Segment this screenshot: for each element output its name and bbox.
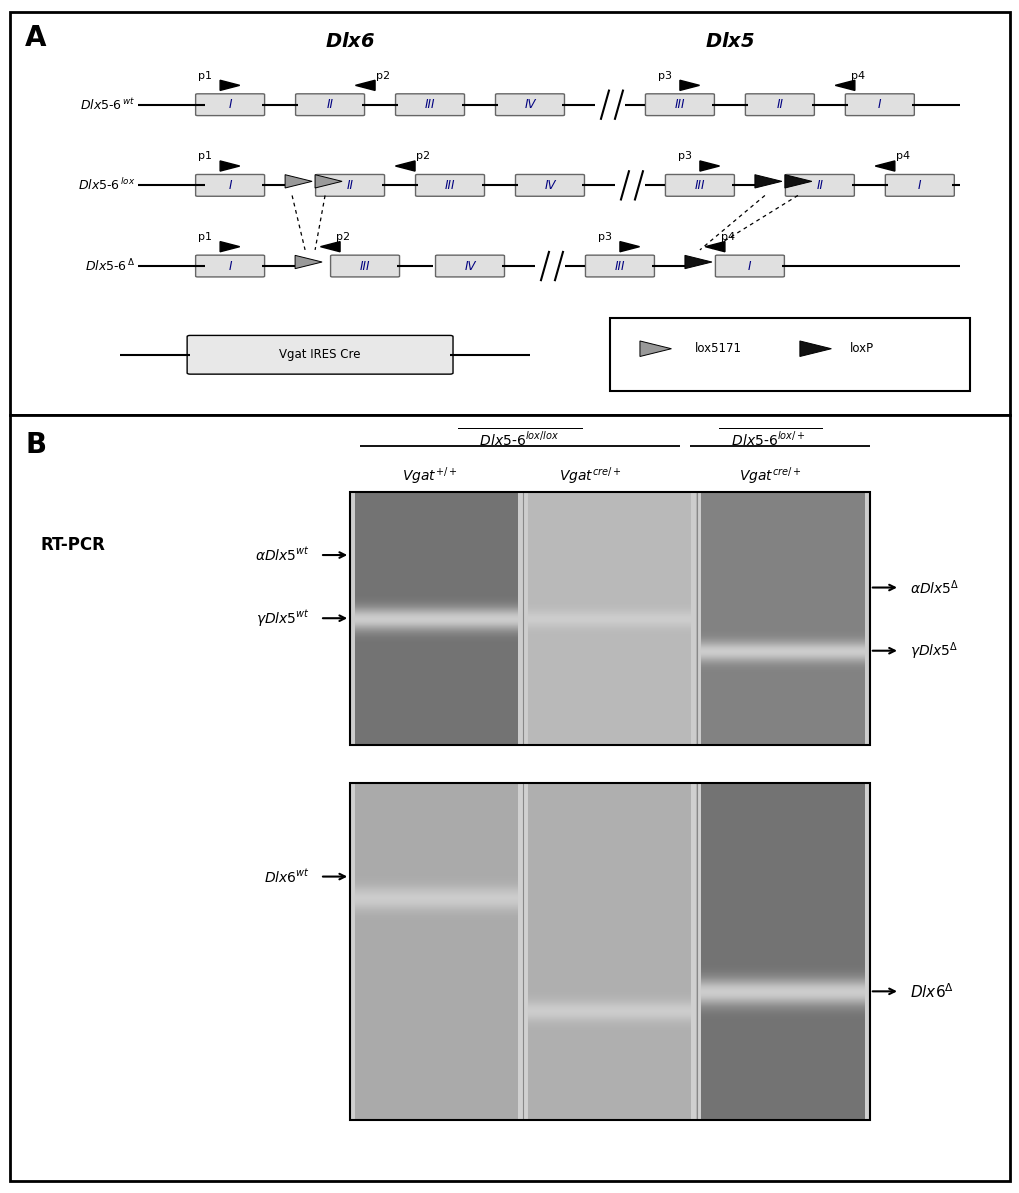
Text: Vgat IRES Cre: Vgat IRES Cre — [279, 348, 361, 361]
Polygon shape — [799, 341, 830, 357]
FancyBboxPatch shape — [664, 174, 734, 197]
Text: $\bfit{Dlx6}$: $\bfit{Dlx6}$ — [325, 32, 375, 51]
Text: I: I — [917, 179, 921, 192]
Text: $\gamma Dlx5^{\Delta}$: $\gamma Dlx5^{\Delta}$ — [909, 639, 958, 661]
FancyBboxPatch shape — [315, 174, 384, 197]
FancyBboxPatch shape — [435, 255, 504, 277]
Text: IV: IV — [524, 98, 535, 111]
Polygon shape — [685, 255, 711, 268]
Text: II: II — [815, 179, 822, 192]
FancyBboxPatch shape — [785, 174, 854, 197]
Text: p1: p1 — [198, 152, 212, 161]
Text: $\alpha Dlx5^{wt}$: $\alpha Dlx5^{wt}$ — [255, 546, 310, 564]
Text: II: II — [346, 179, 354, 192]
Text: I: I — [228, 179, 231, 192]
Text: p1: p1 — [198, 70, 212, 80]
Text: IV: IV — [544, 179, 555, 192]
FancyBboxPatch shape — [196, 94, 264, 116]
Text: p2: p2 — [335, 231, 350, 242]
Polygon shape — [220, 161, 239, 171]
FancyBboxPatch shape — [296, 94, 364, 116]
Text: RT-PCR: RT-PCR — [40, 537, 105, 555]
Text: p2: p2 — [376, 70, 389, 80]
FancyBboxPatch shape — [714, 255, 784, 277]
Text: III: III — [444, 179, 454, 192]
Text: p4: p4 — [720, 231, 735, 242]
FancyBboxPatch shape — [884, 174, 954, 197]
Text: I: I — [228, 260, 231, 272]
Polygon shape — [874, 161, 894, 171]
Text: $Vgat^{cre/+}$: $Vgat^{cre/+}$ — [738, 465, 801, 487]
FancyBboxPatch shape — [196, 174, 264, 197]
FancyBboxPatch shape — [415, 174, 484, 197]
Text: IV: IV — [464, 260, 475, 272]
Text: $Dlx6^{wt}$: $Dlx6^{wt}$ — [264, 867, 310, 885]
FancyBboxPatch shape — [585, 255, 654, 277]
Text: $Dlx6^{\Delta}$: $Dlx6^{\Delta}$ — [909, 982, 953, 1001]
Text: B: B — [25, 431, 46, 458]
Text: I: I — [228, 98, 231, 111]
Text: $Dlx5\text{-}6^{\,lox}$: $Dlx5\text{-}6^{\,lox}$ — [77, 178, 135, 193]
Bar — [350, 492, 869, 744]
Text: III: III — [694, 179, 704, 192]
Polygon shape — [704, 242, 725, 252]
Polygon shape — [220, 242, 239, 252]
FancyBboxPatch shape — [515, 174, 584, 197]
Text: III: III — [424, 98, 435, 111]
Polygon shape — [220, 80, 239, 91]
FancyBboxPatch shape — [196, 255, 264, 277]
Text: $\bfit{Dlx5}$: $\bfit{Dlx5}$ — [704, 32, 754, 51]
Text: $\gamma Dlx5^{wt}$: $\gamma Dlx5^{wt}$ — [256, 608, 310, 629]
Text: p2: p2 — [416, 152, 430, 161]
Text: $\overline{\ \ \ \ \ Dlx5\text{-}6^{lox/lox}\ \ \ \ \ }$: $\overline{\ \ \ \ \ Dlx5\text{-}6^{lox/… — [457, 427, 582, 449]
Text: $Vgat^{+/+}$: $Vgat^{+/+}$ — [401, 465, 458, 487]
Polygon shape — [395, 161, 415, 171]
FancyBboxPatch shape — [186, 335, 452, 375]
Polygon shape — [639, 341, 671, 357]
Text: p3: p3 — [678, 152, 691, 161]
Polygon shape — [785, 174, 811, 188]
Polygon shape — [294, 255, 322, 268]
Bar — [609, 319, 969, 391]
FancyBboxPatch shape — [745, 94, 813, 116]
Text: A: A — [25, 24, 47, 52]
Polygon shape — [320, 242, 339, 252]
Text: p3: p3 — [597, 231, 611, 242]
Polygon shape — [754, 174, 782, 188]
Text: II: II — [326, 98, 333, 111]
Polygon shape — [355, 80, 375, 91]
Text: II: II — [775, 98, 783, 111]
Text: p4: p4 — [850, 70, 864, 80]
FancyBboxPatch shape — [495, 94, 564, 116]
Text: $Dlx5\text{-}6^{\,\Delta}$: $Dlx5\text{-}6^{\,\Delta}$ — [85, 258, 135, 274]
Text: p4: p4 — [895, 152, 909, 161]
Text: III: III — [614, 260, 625, 272]
Text: lox5171: lox5171 — [694, 342, 741, 356]
Text: $Vgat^{cre/+}$: $Vgat^{cre/+}$ — [558, 465, 621, 487]
Text: p3: p3 — [657, 70, 672, 80]
Text: I: I — [747, 260, 751, 272]
Bar — [350, 783, 869, 1120]
FancyBboxPatch shape — [845, 94, 913, 116]
Polygon shape — [699, 161, 718, 171]
Text: $Dlx5\text{-}6^{\,wt}$: $Dlx5\text{-}6^{\,wt}$ — [79, 97, 135, 112]
Polygon shape — [315, 174, 341, 188]
Polygon shape — [285, 174, 312, 188]
Polygon shape — [680, 80, 699, 91]
Text: loxP: loxP — [849, 342, 873, 356]
FancyBboxPatch shape — [395, 94, 464, 116]
Text: III: III — [674, 98, 685, 111]
Text: p1: p1 — [198, 231, 212, 242]
Text: I: I — [877, 98, 880, 111]
Text: III: III — [360, 260, 370, 272]
Polygon shape — [620, 242, 639, 252]
Polygon shape — [835, 80, 854, 91]
FancyBboxPatch shape — [645, 94, 713, 116]
Text: $\alpha Dlx5^{\Delta}$: $\alpha Dlx5^{\Delta}$ — [909, 579, 958, 596]
FancyBboxPatch shape — [330, 255, 399, 277]
Text: $\overline{\ \ \ Dlx5\text{-}6^{lox/+}\ \ \ }$: $\overline{\ \ \ Dlx5\text{-}6^{lox/+}\ … — [717, 427, 821, 449]
